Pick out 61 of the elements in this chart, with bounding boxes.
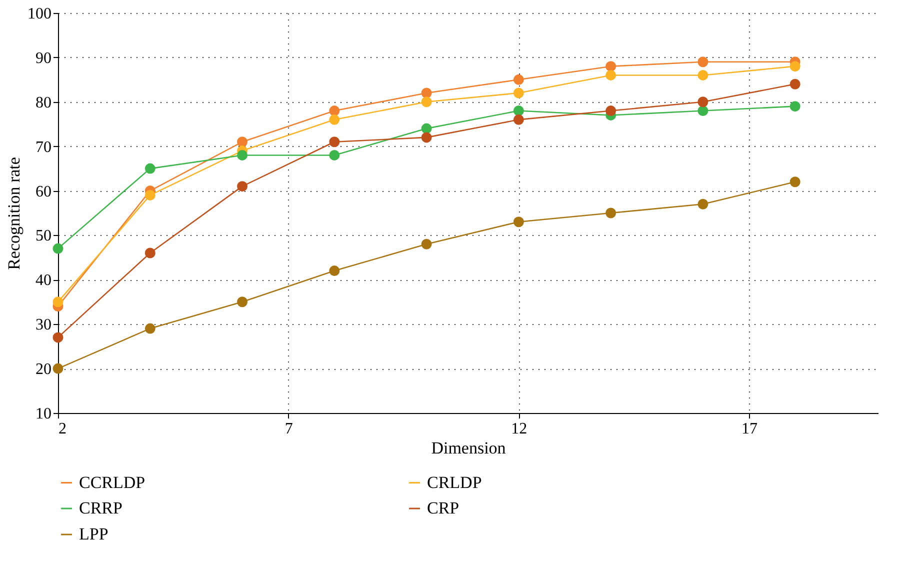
point bbox=[698, 70, 708, 80]
point bbox=[237, 296, 248, 308]
point bbox=[513, 114, 524, 125]
point bbox=[421, 238, 432, 250]
point bbox=[421, 88, 432, 98]
point bbox=[790, 78, 800, 90]
point bbox=[237, 136, 248, 148]
point bbox=[52, 243, 64, 254]
point bbox=[790, 176, 800, 188]
x-axis-title: Dimension bbox=[431, 438, 506, 458]
point bbox=[790, 101, 800, 112]
y-tick-label: 50 bbox=[36, 228, 52, 245]
point bbox=[421, 123, 432, 134]
y-tick-label: 30 bbox=[36, 316, 52, 334]
x-tick-label: 2 bbox=[58, 420, 66, 438]
point bbox=[52, 363, 64, 374]
y-tick-label: 100 bbox=[28, 6, 52, 22]
point bbox=[144, 163, 156, 174]
y-tick-label: 10 bbox=[36, 406, 52, 422]
point bbox=[329, 266, 340, 276]
legend-label: LPP bbox=[79, 524, 108, 544]
point bbox=[606, 106, 616, 116]
point bbox=[698, 106, 708, 116]
point bbox=[421, 96, 432, 108]
y-tick-label: 60 bbox=[36, 183, 52, 200]
legend-label: CRP bbox=[427, 498, 460, 518]
point bbox=[237, 181, 248, 192]
legend-label: CCRLDP bbox=[79, 472, 146, 492]
point bbox=[513, 88, 524, 98]
point bbox=[513, 216, 524, 228]
y-tick-label: 40 bbox=[36, 272, 52, 290]
y-axis-title: Recognition rate bbox=[4, 157, 24, 270]
point bbox=[790, 61, 800, 72]
legend-label: CRLDP bbox=[427, 472, 482, 492]
point bbox=[513, 74, 524, 85]
point bbox=[606, 61, 616, 72]
point bbox=[144, 323, 156, 334]
x-tick-label: 17 bbox=[742, 420, 758, 438]
point bbox=[52, 296, 64, 308]
x-tick-label: 7 bbox=[284, 420, 293, 438]
y-tick-label: 90 bbox=[36, 50, 52, 67]
point bbox=[329, 150, 340, 160]
x-tick-label: 12 bbox=[511, 420, 528, 438]
point bbox=[606, 208, 616, 218]
point bbox=[52, 332, 64, 343]
point bbox=[513, 106, 524, 116]
point bbox=[421, 132, 432, 143]
point bbox=[329, 114, 340, 125]
y-tick-label: 80 bbox=[36, 94, 52, 112]
point bbox=[237, 150, 248, 160]
point bbox=[329, 136, 340, 148]
point bbox=[144, 190, 156, 200]
point bbox=[329, 106, 340, 116]
point bbox=[144, 248, 156, 258]
legend-label: CRRP bbox=[79, 498, 122, 518]
point bbox=[698, 96, 708, 108]
point bbox=[698, 198, 708, 210]
point bbox=[606, 70, 616, 80]
y-tick-label: 70 bbox=[36, 138, 52, 156]
point bbox=[698, 56, 708, 68]
y-tick-label: 20 bbox=[36, 361, 52, 378]
